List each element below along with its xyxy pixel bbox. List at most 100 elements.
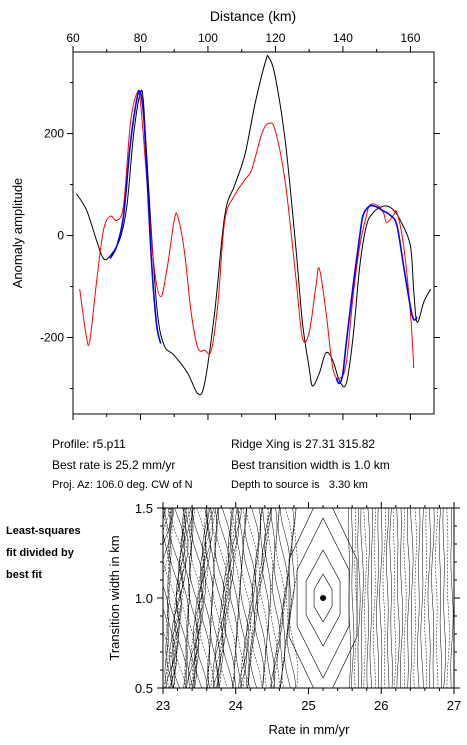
contour-lines	[163, 508, 454, 688]
info-ridge-xing: Ridge Xing is 27.31 315.82	[231, 437, 376, 451]
model-anomaly-line	[79, 89, 415, 380]
contour-line	[177, 508, 191, 688]
contour-line	[289, 508, 299, 688]
contour-ring	[288, 508, 358, 688]
contour-line	[450, 508, 454, 688]
contour-line	[360, 508, 364, 688]
contour-line	[195, 508, 209, 688]
observed-anomaly-line	[75, 55, 432, 396]
contour-line	[427, 508, 431, 688]
bottom-x-axis-label: Rate in mm/yr	[269, 722, 351, 737]
contour-line	[261, 508, 273, 688]
contour-line	[202, 508, 216, 688]
contour-line	[244, 508, 256, 688]
contour-line	[446, 508, 450, 688]
top-x-tick-label: 100	[198, 31, 218, 45]
contour-line	[389, 508, 393, 688]
contour-line	[267, 508, 278, 688]
bottom-x-tick-label: 24	[229, 698, 243, 713]
top-x-tick-label: 140	[333, 31, 353, 45]
top-y-tick-label: -200	[40, 331, 64, 345]
contour-line	[215, 508, 228, 688]
contour-line	[351, 508, 355, 688]
contour-line	[225, 508, 237, 688]
contour-line	[372, 508, 376, 688]
contour-ring	[305, 549, 341, 647]
bottom-y-tick-label: 1.0	[135, 591, 153, 606]
contour-line	[284, 508, 295, 688]
top-x-tick-label: 160	[400, 31, 420, 45]
contour-line	[183, 508, 198, 688]
contour-line	[417, 508, 421, 688]
contour-line	[163, 508, 173, 688]
top-y-ticks: -200 0 200	[40, 82, 440, 390]
contour-line	[400, 508, 404, 688]
contour-line	[366, 508, 370, 688]
info-depth: Depth to source is 3.30 km	[231, 479, 368, 491]
contour-line	[207, 508, 221, 688]
contour-line	[281, 508, 293, 688]
contour-line	[190, 508, 203, 688]
contour-line	[406, 508, 410, 688]
bottom-x-tick-label: 23	[156, 698, 170, 713]
contour-line	[191, 508, 205, 688]
bottom-plot-frame	[162, 507, 455, 689]
contour-line	[190, 508, 204, 688]
contour-line	[209, 508, 223, 688]
top-y-axis-label: Anomaly amplitude	[10, 178, 25, 289]
contour-line	[286, 508, 297, 688]
fit-window-line	[109, 89, 418, 385]
best-fit-marker	[320, 595, 327, 601]
info-best-width: Best transition width is 1.0 km	[231, 458, 390, 472]
contour-line	[354, 508, 358, 688]
top-x-tick-label: 80	[134, 31, 148, 45]
bottom-x-tick-label: 25	[301, 698, 315, 713]
contour-line	[249, 508, 262, 688]
contour-line	[376, 508, 380, 688]
contour-line	[171, 508, 186, 688]
contour-line	[237, 508, 250, 688]
contour-line	[270, 508, 281, 688]
contour-line	[230, 508, 242, 688]
info-profile: Profile: r5.p11	[52, 437, 126, 451]
contour-line	[386, 508, 390, 688]
contour-line	[232, 508, 245, 688]
contour-line	[438, 508, 443, 688]
contour-line	[379, 508, 383, 688]
contour-line	[420, 508, 424, 688]
contour-line	[251, 508, 263, 688]
contour-line	[192, 508, 207, 688]
contour-line	[431, 508, 435, 688]
contour-line	[235, 508, 247, 688]
contour-line	[217, 508, 230, 688]
contour-line	[175, 508, 189, 688]
contour-ring	[296, 517, 350, 679]
contour-line	[219, 508, 233, 688]
contour-line	[424, 508, 427, 688]
contour-line	[442, 508, 446, 688]
top-x-ticks: 60 80 100 120 140 160	[66, 31, 421, 420]
top-plot-frame	[72, 51, 435, 415]
contour-line	[277, 508, 288, 688]
contour-line	[382, 508, 386, 688]
top-y-tick-label: 0	[57, 229, 64, 243]
contour-line	[218, 508, 231, 688]
info-best-rate: Best rate is 25.2 mm/yr	[52, 458, 176, 472]
contour-line	[167, 508, 181, 688]
bottom-x-tick-label: 26	[374, 698, 388, 713]
bottom-y-tick-label: 0.5	[135, 681, 153, 696]
contour-line	[185, 508, 199, 688]
contour-line	[410, 508, 414, 688]
side-label-line-1: Least-squares	[6, 525, 81, 537]
contour-line	[273, 508, 283, 688]
top-series-group	[75, 55, 432, 396]
contour-line	[403, 508, 407, 688]
side-label-line-2: fit divided by	[6, 547, 74, 559]
contour-line	[179, 508, 193, 688]
info-proj-az: Proj. Az: 106.0 deg. CW of N	[52, 479, 193, 491]
contour-line	[435, 508, 439, 688]
contour-line	[198, 508, 211, 688]
contour-line	[396, 508, 400, 688]
contour-line	[264, 508, 276, 688]
